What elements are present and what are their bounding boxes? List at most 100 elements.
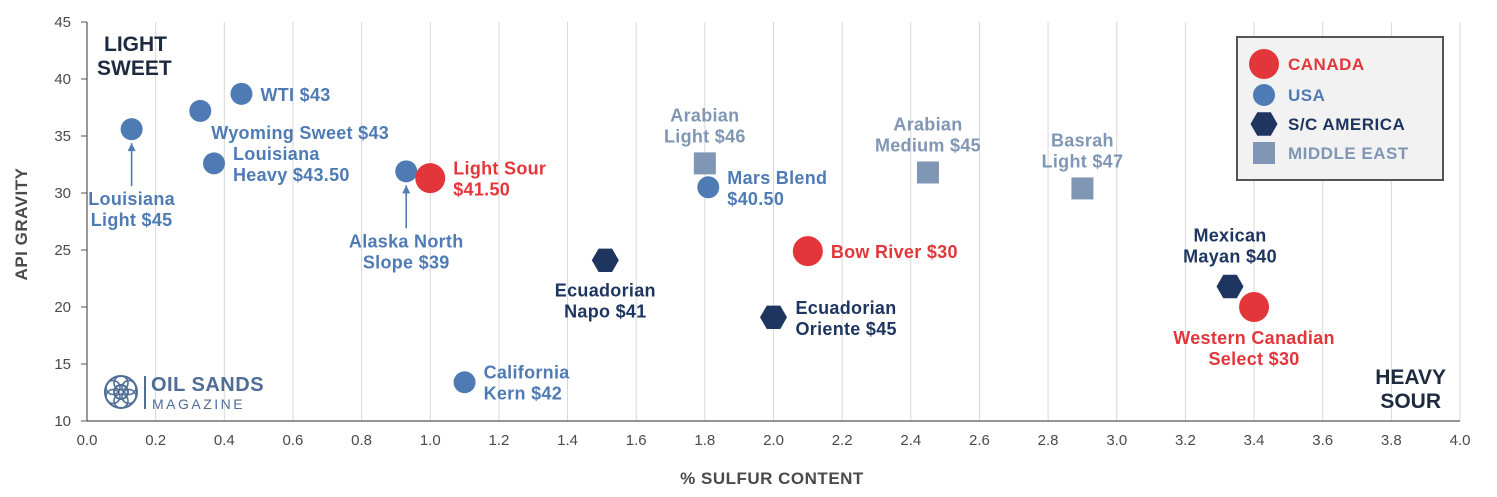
data-point: Alaska North Slope $39 (349, 160, 464, 272)
point-label-line: Ecuadorian (796, 298, 897, 318)
point-label: Alaska North Slope $39 (349, 231, 464, 272)
point-marker-canada (1239, 292, 1270, 322)
y-tick-label: 20 (54, 299, 71, 316)
legend-marker-sc_america (1250, 112, 1278, 136)
data-point: Western Canadian Select $30 (1173, 292, 1335, 369)
x-tick-label: 0.8 (351, 432, 372, 449)
x-tick-label: 2.6 (969, 432, 990, 449)
point-marker-sc_america (591, 248, 619, 272)
legend-label: USA (1288, 86, 1325, 105)
point-label-line: Arabian (893, 114, 962, 134)
point-marker-middle_east (1071, 177, 1094, 200)
point-label-line: Medium $45 (875, 135, 981, 155)
x-tick-label: 0.6 (283, 432, 304, 449)
data-point: Light Sour $41.50 (415, 159, 546, 200)
point-label: Louisiana Heavy $43.50 (233, 144, 350, 185)
point-label: Arabian Medium $45 (875, 114, 981, 155)
data-point: Mexican Mayan $40 (1183, 225, 1277, 299)
point-label-line: Slope $39 (363, 252, 450, 272)
legend-marker-canada (1249, 49, 1279, 79)
point-label-line: Louisiana (88, 189, 175, 209)
point-label: Ecuadorian Napo $41 (555, 280, 656, 321)
legend: CANADA USA S/C AMERICA MIDDLE EAST (1236, 36, 1444, 181)
point-marker-canada (415, 163, 446, 194)
tick-labels: 0.0 0.2 0.4 0.6 0.8 1.0 1.2 1.4 1.6 1.8 2.0 2.2 2.4 2… (54, 14, 1470, 449)
legend-item-middle_east: MIDDLE EAST (1253, 142, 1409, 164)
x-tick-label: 3.8 (1381, 432, 1402, 449)
point-label: Mars Blend $40.50 (727, 168, 827, 209)
point-label-line: Kern $42 (484, 384, 562, 404)
point-label: Louisiana Light $45 (88, 189, 175, 230)
point-label-line: $40.50 (727, 189, 784, 209)
x-tick-label: 1.0 (420, 432, 441, 449)
svg-text:OIL SANDS: OIL SANDS (151, 374, 264, 396)
point-marker-sc_america (760, 305, 787, 329)
point-label-line: Arabian (670, 105, 739, 125)
x-tick-label: 0.0 (77, 432, 98, 449)
x-tick-label: 0.2 (145, 432, 166, 449)
legend-label: CANADA (1288, 55, 1365, 74)
x-tick-label: 1.2 (488, 432, 509, 449)
point-label-line: Wyoming Sweet $43 (211, 123, 389, 143)
point-label-line: Mars Blend (727, 168, 827, 188)
data-point: Arabian Light $46 (664, 105, 745, 175)
corner-label-heavy-sour: HEAVY SOUR (1375, 366, 1446, 413)
y-tick-label: 40 (54, 71, 71, 88)
point-marker-sc_america (1216, 274, 1244, 299)
svg-text:SWEET: SWEET (97, 57, 172, 80)
y-tick-label: 25 (54, 242, 71, 259)
legend-label: MIDDLE EAST (1288, 144, 1409, 163)
y-tick-label: 35 (54, 128, 71, 145)
legend-marker-usa (1253, 84, 1275, 106)
legend-item-canada: CANADA (1249, 49, 1365, 79)
point-label-line: Western Canadian (1173, 328, 1335, 348)
x-tick-label: 3.0 (1106, 432, 1127, 449)
data-point: Wyoming Sweet $43 (189, 99, 389, 143)
x-tick-label: 2.0 (763, 432, 784, 449)
data-point: California Kern $42 (453, 363, 570, 404)
point-label-line: Alaska North (349, 231, 464, 251)
point-marker-canada (792, 236, 823, 267)
svg-text:SOUR: SOUR (1380, 390, 1441, 413)
grid-lines (155, 22, 1461, 421)
x-axis-title: % SULFUR CONTENT (680, 469, 864, 488)
oil-sands-magazine-logo: OIL SANDS MAGAZINE (104, 374, 264, 412)
x-tick-label: 3.4 (1244, 432, 1265, 449)
pointer-arrowhead (402, 185, 411, 194)
x-tick-label: 3.2 (1175, 432, 1196, 449)
point-label-line: Select $30 (1209, 349, 1300, 369)
point-label-line: Bow River $30 (831, 242, 958, 262)
data-point: Louisiana Heavy $43.50 (203, 144, 350, 185)
point-label-line: Louisiana (233, 144, 320, 164)
data-point: Ecuadorian Napo $41 (555, 248, 656, 321)
point-label-line: Light $47 (1042, 151, 1124, 171)
point-marker-usa (697, 176, 720, 199)
pointer-arrowhead (127, 143, 136, 152)
corner-label-light-sweet: LIGHT SWEET (97, 33, 172, 80)
point-label-line: Heavy $43.50 (233, 165, 350, 185)
point-label: Mexican Mayan $40 (1183, 225, 1277, 266)
data-point: Louisiana Light $45 (88, 118, 175, 230)
point-label-line: WTI $43 (260, 85, 330, 105)
data-point: Mars Blend $40.50 (697, 168, 827, 209)
x-tick-label: 1.4 (557, 432, 578, 449)
x-tick-label: 2.2 (832, 432, 853, 449)
point-label-line: Basrah (1051, 130, 1114, 150)
x-tick-label: 1.8 (694, 432, 715, 449)
x-tick-label: 4.0 (1450, 432, 1471, 449)
legend-label: S/C AMERICA (1288, 115, 1405, 134)
data-point: WTI $43 (230, 82, 330, 105)
point-marker-usa (189, 99, 212, 122)
point-label: Bow River $30 (831, 242, 958, 262)
y-axis-title: API GRAVITY (12, 167, 31, 280)
point-label-line: Oriente $45 (796, 319, 897, 339)
point-marker-usa (230, 82, 253, 105)
point-label: Ecuadorian Oriente $45 (796, 298, 897, 339)
x-tick-label: 0.4 (214, 432, 235, 449)
x-tick-label: 3.6 (1312, 432, 1333, 449)
legend-item-sc_america: S/C AMERICA (1250, 112, 1405, 136)
data-point: Arabian Medium $45 (875, 114, 981, 184)
x-tick-label: 2.8 (1038, 432, 1059, 449)
x-tick-label: 1.6 (626, 432, 647, 449)
